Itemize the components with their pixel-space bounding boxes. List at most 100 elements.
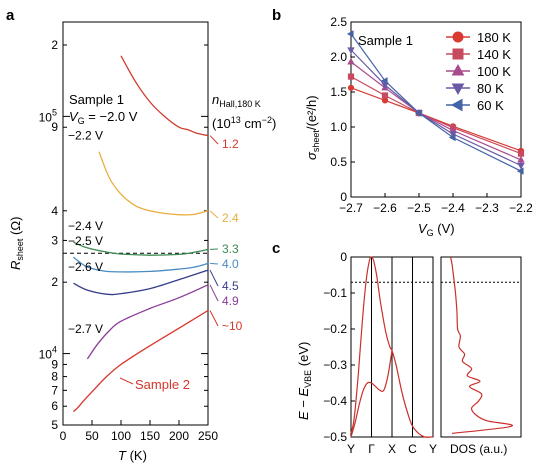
panel-b-x-tick-label: −2.4	[441, 201, 465, 215]
panel-b-plot-frame	[350, 21, 522, 198]
panel-b-marker-square	[381, 92, 389, 99]
panel-b-legend: 180 K 140 K 100 K 80 K 60 K	[446, 30, 511, 113]
panel-b-y-tick-label: 2.5	[330, 15, 347, 29]
panel-a-y-decade-label: 105	[39, 107, 57, 124]
panel-b-y-tick-label: 1.0	[330, 120, 347, 134]
panel-a-vg-annotation: VG = −2.0 V	[69, 109, 138, 126]
panel-a-y-tick-label: 6	[51, 399, 58, 413]
panel-c-k-label: Y	[429, 442, 437, 456]
panel-a-x-tick-label: 50	[85, 429, 99, 443]
panel-b-legend-label: 180 K	[477, 30, 511, 45]
panel-b-marker-triangle-left	[516, 167, 524, 175]
panel-a-gate-label: −2.4 V	[68, 219, 103, 233]
panel-b-marker-triangle-down	[517, 162, 525, 170]
panel-a-x-tick-label: 100	[111, 429, 131, 443]
panel-c-k-label: X	[388, 442, 396, 456]
panel-c-y-tick-label: −0.1	[323, 286, 347, 300]
panel-a-sample2-pointer	[119, 377, 134, 385]
panel-b-y-axis-label: σsheet/(e²/h)	[304, 95, 321, 160]
panel-c-y-tick-label: −0.4	[323, 394, 347, 408]
panel-b-x-tick-label: −2.3	[475, 201, 499, 215]
panel-a-y-tick-label: 2	[51, 38, 58, 52]
panel-a-y-tick-label: 9	[51, 357, 58, 371]
panel-a-density-label: 2.4	[222, 211, 239, 225]
panel-b-marker-triangle-up	[347, 57, 355, 65]
panel-b-x-tick-label: −2.6	[373, 201, 397, 215]
panel-a-y-tick-label: 5	[51, 418, 58, 432]
panel-a-curve	[72, 309, 209, 413]
panel-a-curve	[120, 55, 209, 137]
panel-b-y-tick-label: 0	[340, 190, 347, 204]
panel-b-x-axis-label: VG (V)	[418, 221, 455, 238]
panel-a-curves	[72, 55, 209, 413]
panel-c-band-curve	[350, 256, 433, 438]
panel-c-k-label: Γ	[368, 442, 375, 456]
panel-a-y-decade-label: 104	[39, 345, 57, 362]
panel-a-density-tick	[209, 262, 219, 265]
panel-a-y-axis-label: Rsheet (Ω)	[8, 217, 25, 270]
panel-a-gate-label: −2.6 V	[68, 260, 103, 274]
panel-a-density-label: 1.2	[222, 137, 239, 151]
panel-a-density-label: ~10	[222, 319, 243, 333]
panel-a-y-tick-label: 8	[51, 370, 58, 384]
panel-a-curve	[86, 284, 209, 360]
panel-a-x-tick-label: 200	[169, 429, 189, 443]
panel-a-density-tick	[209, 135, 219, 145]
panel-c-y-axis-label: E − EVBE (eV)	[296, 342, 313, 420]
panel-a-y-tick-label: 7	[51, 383, 58, 397]
panel-b-marker-triangle-up	[517, 155, 525, 163]
panel-b-marker-triangle-left	[346, 30, 354, 38]
panel-b-label: b	[272, 7, 281, 24]
panel-a-gate-label: −2.5 V	[68, 234, 103, 248]
panel-b-marker-circle	[347, 84, 355, 91]
panel-a-x-ticks: 0 50 100 150 200 250	[60, 420, 218, 443]
panel-b-legend-label: 140 K	[477, 47, 511, 62]
panel-b-y-ticks: 0 0.5 1.0 1.5 2.0 2.5	[330, 15, 355, 204]
panel-a-density-label: 4.0	[222, 257, 239, 271]
panel-a-curve	[73, 241, 209, 256]
panel-b-marker-triangle-down	[451, 83, 465, 96]
panel-b-series	[346, 30, 525, 175]
panel-b: b 0 0.5 1.0 1.5 2.0 2.5 −2.7 −2.6 −2.5 −2.4 −2.3−…	[272, 7, 533, 238]
panel-b-x-ticks: −2.7 −2.6 −2.5 −2.4 −2.3 −2.2	[339, 193, 533, 215]
panel-c-y-tick-label: −0.3	[323, 358, 347, 372]
panel-a-density-tick	[209, 310, 219, 327]
panel-a-density-tick	[209, 284, 219, 302]
panel-a-density-header: nHall,180 K	[212, 92, 261, 109]
panel-a-x-tick-label: 150	[140, 429, 160, 443]
panel-b-marker-triangle-left	[448, 133, 456, 142]
panel-a-density-label: 3.3	[222, 242, 239, 256]
panel-b-sample-annotation: Sample 1	[358, 33, 413, 48]
panel-b-marker-triangle-left	[380, 77, 388, 85]
panel-b-x-tick-label: −2.2	[509, 201, 533, 215]
panel-b-y-tick-label: 0.5	[330, 155, 347, 169]
panel-b-legend-label: 100 K	[477, 64, 511, 79]
panel-a-x-axis-label: T (K)	[118, 448, 147, 463]
panel-a-curve	[73, 256, 209, 273]
panel-a-gate-label: −2.2 V	[68, 129, 103, 143]
panel-a-y-tick-label: 4	[51, 204, 58, 218]
panel-a-gate-labels: −2.2 V −2.4 V−2.5 V −2.6 V −2.7 V	[68, 129, 103, 336]
panel-a-density-labels: 1.2 2.4 3.34.0 4.54.9 ~10	[209, 135, 243, 333]
panel-b-y-tick-label: 1.5	[330, 85, 347, 99]
panel-b-marker-square	[452, 48, 464, 60]
panel-b-marker-triangle-up	[451, 63, 465, 76]
panel-b-marker-square	[347, 73, 355, 80]
panel-a-sample2-label: Sample 2	[135, 377, 190, 392]
panel-c-k-label: C	[408, 442, 417, 456]
panel-a-y-tick-label: 3	[51, 233, 58, 247]
panel-a-curve	[73, 269, 209, 296]
panel-c-y-ticks: 0 −0.1 −0.2 −0.3 −0.4 −0.5	[323, 250, 355, 444]
panel-c-band-curve	[350, 350, 393, 438]
panel-c-dos-label: DOS (a.u.)	[450, 442, 507, 456]
panel-b-y-tick-label: 2.0	[330, 50, 347, 64]
panel-c-y-tick-label: 0	[340, 250, 347, 264]
panel-c-y-tick-label: −0.5	[323, 430, 347, 444]
panel-c-bands	[350, 256, 433, 438]
panel-a-sample-annotation: Sample 1	[69, 92, 124, 107]
